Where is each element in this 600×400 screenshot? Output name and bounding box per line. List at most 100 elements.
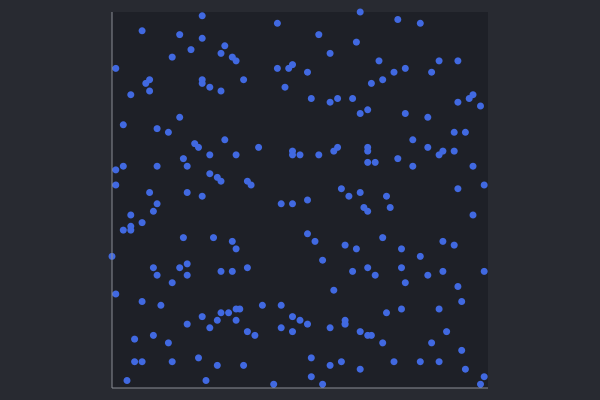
- data-point: [225, 309, 233, 317]
- data-point: [127, 226, 135, 234]
- data-point: [183, 189, 191, 196]
- data-point: [243, 328, 251, 336]
- data-point: [383, 192, 390, 200]
- data-point: [454, 283, 462, 290]
- data-point: [356, 365, 364, 373]
- data-point: [304, 320, 311, 328]
- data-point: [304, 196, 311, 204]
- data-point: [198, 12, 206, 20]
- data-point: [206, 151, 214, 159]
- data-point: [383, 309, 390, 317]
- data-point: [394, 16, 402, 23]
- data-point: [232, 245, 240, 253]
- data-point: [364, 207, 372, 215]
- data-point: [168, 358, 176, 366]
- data-point: [379, 339, 387, 347]
- data-point: [247, 181, 255, 189]
- data-point: [435, 358, 443, 366]
- data-point: [409, 162, 417, 170]
- data-point: [461, 128, 469, 136]
- data-point: [273, 19, 281, 27]
- data-point: [334, 95, 342, 102]
- data-point: [206, 324, 214, 332]
- data-point: [307, 373, 315, 381]
- data-point: [198, 34, 206, 42]
- data-point: [277, 200, 285, 208]
- data-point: [183, 162, 191, 170]
- data-point: [450, 147, 458, 155]
- data-point: [119, 162, 127, 170]
- data-point: [480, 267, 488, 275]
- data-point: [416, 19, 424, 27]
- data-point: [119, 121, 127, 129]
- data-point: [424, 271, 432, 279]
- data-point: [352, 38, 360, 46]
- data-point: [296, 316, 304, 324]
- data-point: [428, 68, 436, 76]
- data-point: [398, 264, 405, 272]
- data-point: [153, 200, 161, 208]
- data-point: [210, 234, 217, 242]
- data-point: [236, 305, 244, 313]
- data-point: [394, 155, 402, 163]
- data-point: [179, 234, 187, 242]
- data-point: [356, 8, 364, 16]
- data-point: [243, 264, 251, 272]
- data-point: [146, 76, 154, 84]
- data-point: [153, 271, 161, 279]
- data-point: [112, 166, 120, 174]
- data-point: [469, 211, 477, 219]
- data-point: [364, 264, 372, 272]
- data-point: [168, 53, 176, 61]
- data-point: [217, 49, 225, 57]
- data-point: [371, 271, 379, 279]
- data-point: [416, 358, 424, 366]
- data-point: [424, 143, 432, 151]
- data-point: [304, 230, 311, 238]
- data-point: [183, 260, 191, 268]
- data-point: [198, 79, 206, 87]
- data-point: [112, 181, 120, 189]
- data-point: [157, 301, 165, 309]
- data-point: [307, 354, 315, 362]
- data-point: [326, 98, 334, 106]
- data-point: [270, 380, 278, 388]
- data-point: [240, 76, 248, 84]
- data-point: [176, 113, 184, 121]
- data-point: [289, 313, 296, 321]
- data-point: [458, 298, 466, 305]
- data-point: [375, 57, 383, 65]
- data-point: [315, 151, 323, 159]
- data-point: [127, 91, 135, 99]
- data-point: [356, 328, 364, 336]
- data-point: [164, 128, 172, 136]
- data-point: [367, 79, 375, 87]
- data-point: [345, 192, 353, 200]
- data-point: [123, 377, 131, 384]
- data-point: [198, 192, 206, 200]
- data-point: [341, 241, 349, 249]
- data-point: [131, 358, 139, 366]
- data-point: [371, 158, 379, 166]
- data-point: [311, 237, 319, 245]
- data-point: [341, 320, 349, 328]
- data-point: [337, 358, 345, 366]
- data-point: [379, 76, 387, 84]
- data-point: [112, 64, 120, 72]
- data-point: [304, 68, 311, 76]
- plot-area: [112, 12, 488, 388]
- data-point: [401, 64, 409, 72]
- data-point: [319, 380, 327, 388]
- data-point: [289, 151, 296, 159]
- data-point: [337, 185, 345, 193]
- data-point: [213, 361, 221, 369]
- data-point: [379, 234, 387, 242]
- data-point: [206, 170, 214, 178]
- data-point: [228, 267, 236, 275]
- data-point: [221, 42, 229, 50]
- data-point: [138, 298, 146, 305]
- data-point: [112, 290, 120, 298]
- data-point: [164, 339, 172, 347]
- data-point: [119, 226, 127, 234]
